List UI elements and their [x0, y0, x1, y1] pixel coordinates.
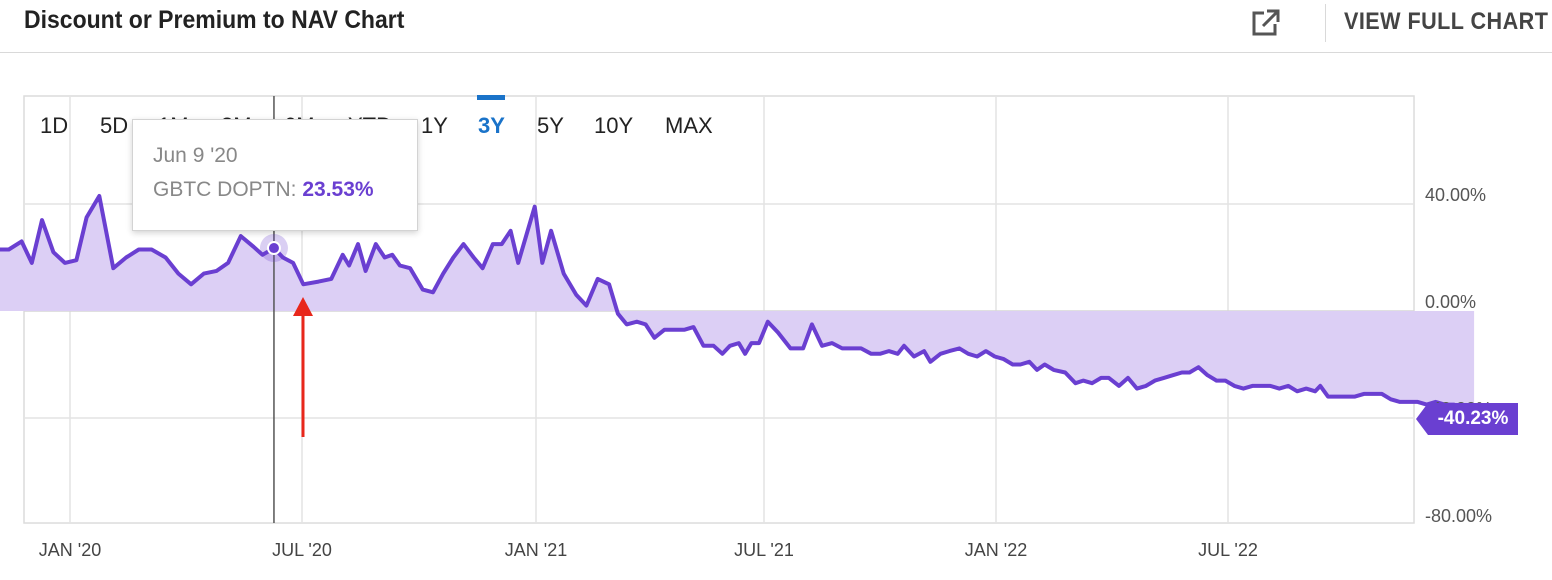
- range-tab-max[interactable]: MAX: [665, 113, 713, 138]
- active-range-indicator: [477, 95, 505, 100]
- range-tab-1d[interactable]: 1D: [40, 113, 69, 138]
- x-tick-label: JAN '22: [964, 540, 1028, 560]
- x-tick-label: JUL '21: [734, 540, 794, 560]
- tooltip-series-label: GBTC DOPTN:: [153, 178, 297, 201]
- range-tab-10y[interactable]: 10Y: [594, 113, 634, 138]
- range-tab-5d[interactable]: 5D: [100, 113, 129, 138]
- y-tick-label: 0.00%: [1425, 292, 1477, 312]
- range-tab-3y[interactable]: 3Y: [478, 113, 505, 138]
- open-external-icon[interactable]: [1248, 8, 1282, 38]
- last-value-badge: -40.23%: [1428, 403, 1518, 435]
- tooltip-value: 23.53%: [302, 178, 374, 201]
- tooltip-series-line: GBTC DOPTN: 23.53%: [153, 178, 374, 202]
- last-value-badge-pointer: [1416, 403, 1428, 435]
- x-tick-label: JUL '20: [272, 540, 332, 560]
- range-tab-1y[interactable]: 1Y: [421, 113, 448, 138]
- y-tick-label: 40.00%: [1425, 185, 1487, 205]
- x-tick-label: JAN '20: [38, 540, 102, 560]
- y-tick-label: -80.00%: [1425, 506, 1493, 526]
- header-rule: [0, 52, 1552, 53]
- hover-tooltip: Jun 9 '20 GBTC DOPTN: 23.53%: [132, 119, 418, 231]
- range-tab-5y[interactable]: 5Y: [537, 113, 564, 138]
- series-area: [0, 196, 1475, 426]
- x-tick-label: JAN '21: [504, 540, 568, 560]
- chart-title: Discount or Premium to NAV Chart: [24, 6, 405, 34]
- view-full-chart-button[interactable]: VIEW FULL CHART: [1344, 8, 1549, 35]
- tooltip-date: Jun 9 '20: [153, 144, 238, 167]
- annotation-arrow-head: [293, 297, 313, 316]
- hover-point: [266, 241, 281, 256]
- series-line: [0, 194, 1477, 428]
- header-divider: [1325, 4, 1326, 42]
- x-tick-label: JUL '22: [1198, 540, 1258, 560]
